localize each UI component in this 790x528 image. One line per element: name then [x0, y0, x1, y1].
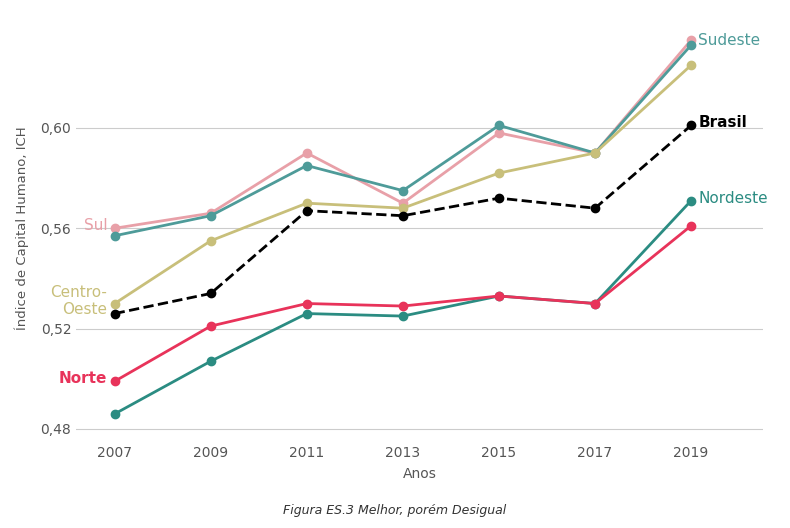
Y-axis label: Índice de Capital Humano, ICH: Índice de Capital Humano, ICH [15, 126, 29, 330]
Text: Centro-
Oeste: Centro- Oeste [51, 285, 107, 317]
Text: Brasil: Brasil [698, 116, 747, 130]
Text: Sudeste: Sudeste [698, 33, 761, 48]
Text: Sul: Sul [84, 218, 107, 233]
Text: Nordeste: Nordeste [698, 191, 768, 205]
Text: Figura ES.3 Melhor, porém Desigual: Figura ES.3 Melhor, porém Desigual [284, 504, 506, 517]
X-axis label: Anos: Anos [403, 467, 437, 482]
Text: Norte: Norte [59, 371, 107, 386]
